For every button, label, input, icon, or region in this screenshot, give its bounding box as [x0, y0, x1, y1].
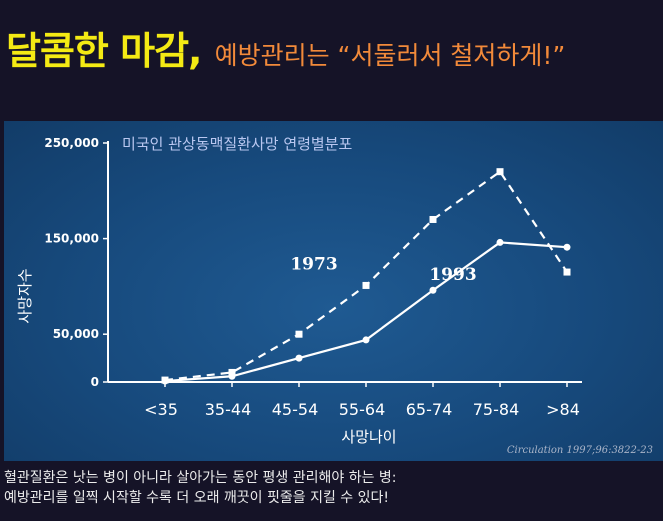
data-point-1993 — [429, 286, 437, 294]
data-point-1993 — [563, 243, 571, 251]
data-point-1973 — [496, 168, 504, 176]
footer-note: 혈관질환은 낫는 병이 아니라 살아가는 동안 평생 관리해야 하는 병: 예방… — [4, 468, 397, 508]
x-tick-label: 45-54 — [272, 400, 319, 419]
data-point-1973 — [295, 330, 303, 338]
y-tick-label: 250,000 — [44, 136, 99, 150]
x-tick-label: 55-64 — [339, 400, 386, 419]
footer-line-1: 혈관질환은 낫는 병이 아니라 살아가는 동안 평생 관리해야 하는 병: — [4, 470, 397, 486]
main-title: 달콤한 마감, — [6, 29, 202, 73]
data-point-1993 — [295, 354, 303, 362]
data-point-1993 — [161, 377, 169, 385]
citation: Circulation 1997;96:3822-23 — [507, 445, 653, 456]
series-label-1973: 1973 — [290, 254, 337, 274]
subtitle: 예방관리는 “서둘러서 철저하게!” — [214, 41, 566, 70]
data-point-1973 — [429, 215, 437, 223]
chart-panel: 미국인 관상동맥질환사망 연령별분포 사망자수 사망나이 Circulation… — [4, 121, 663, 461]
x-tick-label: >84 — [546, 400, 580, 419]
data-point-1993 — [228, 372, 236, 380]
x-tick-label: <35 — [144, 400, 178, 419]
data-point-1993 — [496, 238, 504, 246]
data-point-1973 — [228, 368, 236, 376]
y-axis-label: 사망자수 — [16, 268, 34, 323]
series-label-1993: 1993 — [429, 265, 476, 285]
footer-line-2: 예방관리를 일찍 시작할 수록 더 오래 깨끗이 핏줄을 지킬 수 있다! — [4, 490, 389, 506]
y-tick-label: 150,000 — [44, 232, 99, 246]
data-point-1973 — [563, 268, 571, 276]
headline: 달콤한 마감, 예방관리는 “서둘러서 철저하게!” — [6, 20, 565, 75]
data-point-1993 — [362, 336, 370, 344]
x-tick-label: 65-74 — [406, 400, 453, 419]
x-axis-label: 사망나이 — [341, 428, 396, 446]
series-line-1993 — [164, 241, 568, 383]
y-tick-label: 0 — [91, 375, 99, 389]
mortality-chart: 미국인 관상동맥질환사망 연령별분포 사망자수 사망나이 Circulation… — [16, 135, 653, 456]
data-point-1973 — [362, 281, 370, 289]
chart-title: 미국인 관상동맥질환사망 연령별분포 — [122, 135, 353, 153]
series-line-1973 — [164, 170, 568, 382]
x-tick-label: 75-84 — [473, 400, 520, 419]
y-tick-label: 50,000 — [53, 327, 99, 341]
x-tick-label: 35-44 — [205, 400, 252, 419]
